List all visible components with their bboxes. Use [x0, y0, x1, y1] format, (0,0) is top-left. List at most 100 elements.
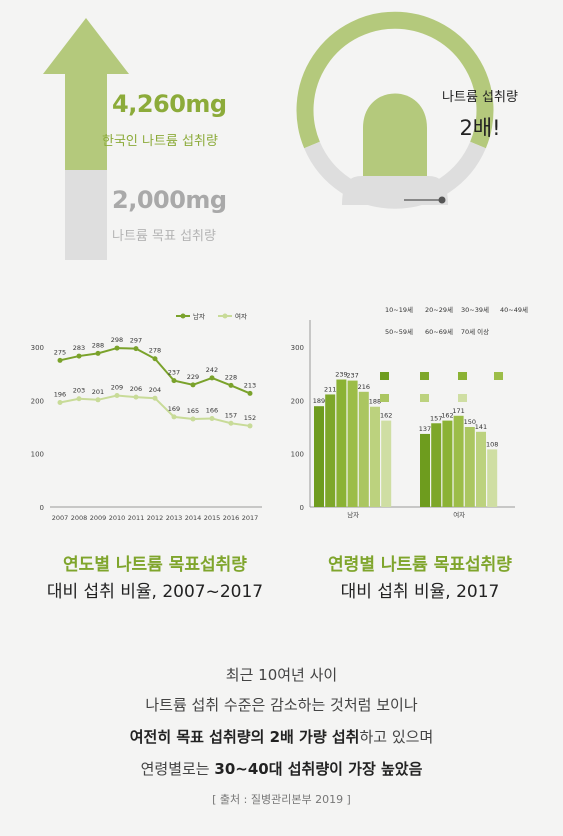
summary-line-3-bold: 여전히 목표 섭취량의 2배 가량 섭취	[129, 728, 360, 746]
y-tick-label: 300	[291, 344, 304, 352]
gauge-inner-green	[363, 93, 427, 182]
bar	[336, 379, 347, 507]
data-point	[247, 423, 253, 429]
data-label: 196	[54, 390, 66, 398]
data-label: 229	[187, 373, 199, 381]
x-tick-label: 2013	[166, 514, 183, 522]
data-label: 237	[168, 369, 180, 377]
arrow-graphic	[43, 11, 494, 260]
data-point	[171, 378, 177, 384]
data-point	[95, 350, 101, 356]
legend-label: 10~19세	[385, 305, 413, 314]
data-point	[76, 353, 82, 359]
x-tick-label: 2009	[90, 514, 107, 522]
data-point	[190, 382, 196, 388]
x-tick-label: 2015	[204, 514, 221, 522]
intake-arrow	[43, 18, 129, 170]
data-label: 283	[73, 344, 85, 352]
legend-label: 40~49세	[500, 305, 528, 314]
data-point	[133, 346, 139, 352]
summary-line-1: 최근 10여년 사이	[225, 666, 338, 684]
data-label: 162	[380, 412, 392, 420]
bar	[487, 449, 498, 507]
data-label: 166	[206, 406, 218, 414]
bar	[420, 433, 430, 507]
legend-swatch	[420, 394, 429, 402]
data-point	[209, 375, 215, 381]
data-label: 228	[225, 373, 237, 381]
target-value: 2,000mg	[112, 186, 227, 214]
legend-swatch	[458, 372, 467, 380]
data-point	[57, 399, 63, 405]
legend-label: 50~59세	[385, 327, 413, 336]
gauge-value: 2배!	[459, 116, 501, 140]
data-label: 165	[187, 407, 199, 415]
data-label: 201	[92, 388, 104, 396]
bar	[476, 431, 486, 507]
summary-line-4-normal: 연령별로는	[140, 760, 215, 778]
data-label: 137	[419, 425, 431, 433]
legend-label: 20~29세	[425, 305, 453, 314]
legend-label: 여자	[235, 312, 247, 321]
x-tick-label: 2011	[128, 514, 145, 522]
data-label: 203	[73, 387, 85, 395]
data-label: 275	[54, 348, 66, 356]
legend-swatch	[380, 394, 389, 402]
y-tick-label: 0	[300, 504, 304, 512]
x-tick-label: 2007	[52, 514, 69, 522]
gauge-graphic	[296, 11, 494, 209]
data-point	[152, 395, 158, 401]
legend-label: 70세 이상	[461, 327, 489, 336]
gauge-pointer-dot	[438, 196, 446, 204]
data-point	[190, 416, 196, 422]
y-tick-label: 100	[291, 451, 304, 459]
data-label: 108	[486, 440, 498, 448]
intake-label: 한국인 나트륨 섭취량	[102, 134, 218, 149]
legend-label: 60~69세	[425, 327, 453, 336]
data-label: 189	[313, 397, 325, 405]
legend-swatch	[494, 372, 503, 380]
data-label: 157	[225, 411, 237, 419]
gauge-title: 나트륨 섭취량	[442, 90, 518, 105]
data-point	[228, 420, 234, 426]
x-tick-label: 2008	[71, 514, 88, 522]
data-point	[247, 390, 253, 396]
line-chart-subtitle: 대비 섭취 비율, 2007~2017	[46, 582, 264, 602]
intake-value: 4,260mg	[112, 90, 227, 118]
y-tick-label: 100	[31, 451, 44, 459]
data-label: 150	[464, 418, 476, 426]
bar-chart: 0100200300189211239237216188162남자1371571…	[291, 305, 528, 519]
bar	[381, 420, 392, 507]
data-label: 211	[324, 385, 336, 393]
data-label: 297	[130, 337, 142, 345]
legend-swatch-dot	[222, 313, 228, 319]
data-point	[171, 414, 177, 420]
target-bar	[65, 170, 107, 260]
bar	[453, 415, 464, 507]
data-label: 152	[244, 414, 256, 422]
data-point	[228, 382, 234, 388]
data-label: 213	[244, 381, 256, 389]
legend-swatch	[458, 394, 467, 402]
bar	[314, 406, 324, 507]
data-label: 188	[369, 398, 381, 406]
legend-swatch	[380, 372, 389, 380]
gauge-ring-green	[296, 11, 494, 149]
data-label: 216	[358, 383, 370, 391]
bar	[347, 380, 358, 507]
data-label: 206	[130, 385, 142, 393]
data-label: 169	[168, 405, 180, 413]
data-label: 237	[346, 372, 358, 380]
x-tick-label: 2012	[147, 514, 164, 522]
data-label: 171	[452, 407, 464, 415]
legend-swatch	[420, 372, 429, 380]
summary-line-3: 여전히 목표 섭취량의 2배 가량 섭취하고 있으며	[0, 726, 563, 747]
x-tick-label: 2017	[242, 514, 259, 522]
summary-line-2: 나트륨 섭취 수준은 감소하는 것처럼 보이나	[145, 696, 418, 714]
data-label: 141	[475, 423, 487, 431]
y-tick-label: 0	[40, 504, 44, 512]
data-point	[76, 396, 82, 402]
data-label: 239	[335, 371, 347, 379]
legend-label: 30~39세	[461, 305, 489, 314]
x-tick-label: 2014	[185, 514, 202, 522]
